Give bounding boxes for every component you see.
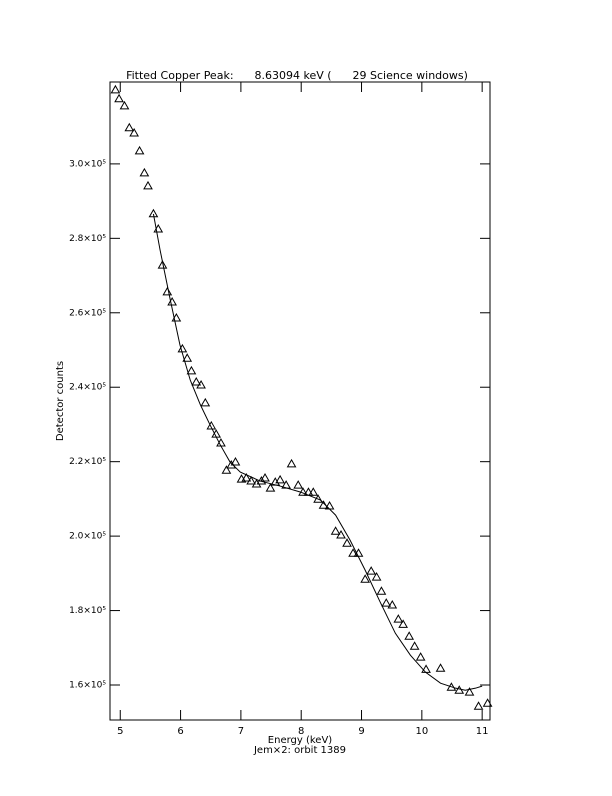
x-tick-label: 8 [298,726,304,737]
triangle-point [387,599,398,609]
triangle-point [482,698,493,707]
y-tick-label: 1.6×10⁵ [69,681,106,691]
triangle-point [473,701,484,710]
triangle-point [221,465,232,474]
x-tick-label: 9 [358,726,364,737]
triangle-point [342,538,352,547]
triangle-point [415,652,426,661]
triangle-point [241,473,252,482]
x-tick-label: 6 [177,726,183,737]
y-tick-label: 2.2×10⁵ [69,457,106,467]
triangle-point [298,487,308,496]
triangle-point [206,420,217,430]
triangle-point [230,457,241,466]
triangle-point [162,286,173,296]
triangle-point [366,566,377,575]
triangle-point [124,122,135,132]
triangle-point [148,208,159,218]
x-tick-label: 10 [415,726,428,737]
triangle-point [435,663,446,672]
triangle-point [421,664,431,673]
fit-line [152,213,483,691]
triangle-point [360,574,371,583]
triangle-point [381,598,392,607]
chart-title: Fitted Copper Peak: 8.63094 keV ( 29 Sci… [126,69,468,82]
y-tick-label: 2.0×10⁵ [69,532,106,542]
triangle-point [336,529,346,539]
y-tick-label: 3.0×10⁵ [69,159,106,169]
triangle-point [330,526,341,535]
triangle-point [293,480,304,489]
y-tick-label: 2.4×10⁵ [69,383,106,393]
triangle-point [464,687,475,696]
triangle-point [143,180,153,190]
triangle-point [114,93,124,103]
triangle-point [191,377,202,386]
triangle-point [393,614,404,623]
triangle-point [182,353,193,362]
triangle-point [371,572,382,581]
triangle-point [404,631,415,640]
triangle-point [246,476,257,485]
triangle-point [177,343,188,353]
subtitle: Jem×2: orbit 1389 [253,745,346,756]
triangle-point [275,474,285,484]
triangle-point [446,682,457,691]
triangle-point [200,397,211,407]
triangle-point [348,548,358,557]
y-axis-label: Detector counts [55,361,66,441]
y-tick-label: 1.8×10⁵ [69,606,106,616]
x-tick-label: 11 [476,726,489,737]
y-tick-label: 2.6×10⁵ [69,308,106,318]
triangle-point [134,145,145,155]
plot-frame [109,81,491,721]
triangle-point [308,487,319,496]
triangle-point [286,458,297,468]
x-tick-label: 5 [117,726,123,737]
triangle-point [110,84,121,94]
triangle-point [129,127,139,137]
triangle-point [167,296,177,306]
triangle-point [119,100,130,110]
triangle-point [409,641,420,650]
y-tick-label: 2.8×10⁵ [69,234,106,244]
triangle-point [196,379,206,389]
triangle-point [186,365,197,375]
triangle-point [265,483,276,492]
triangle-point [376,586,387,595]
triangle-point [157,260,168,269]
triangle-point [251,478,262,488]
x-axis-label: Energy (keV) [268,735,333,746]
triangle-point [398,619,409,628]
triangle-point [139,167,150,177]
triangle-point [260,473,270,482]
x-tick-label: 7 [238,726,244,737]
